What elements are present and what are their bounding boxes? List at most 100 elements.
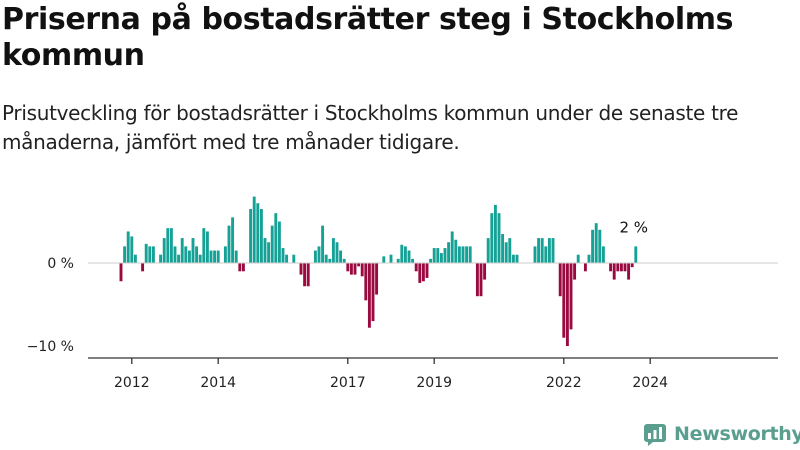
bar xyxy=(583,263,587,272)
bar xyxy=(411,258,415,263)
bar xyxy=(515,254,519,263)
bar xyxy=(141,263,145,272)
bar xyxy=(382,256,386,263)
bar xyxy=(241,263,245,272)
bar xyxy=(418,263,422,283)
bar xyxy=(342,258,346,263)
bar xyxy=(616,263,620,272)
bars-group xyxy=(119,196,638,346)
bar xyxy=(475,263,479,297)
bar xyxy=(144,243,148,263)
bar xyxy=(421,263,425,282)
bar xyxy=(562,263,566,338)
bar xyxy=(432,248,436,263)
bar xyxy=(123,246,127,263)
bar xyxy=(277,221,281,263)
logo-text: Newsworthy xyxy=(674,423,800,445)
bar xyxy=(184,246,188,263)
bar xyxy=(465,246,469,263)
bar xyxy=(544,246,548,263)
chart-subtitle: Prisutveckling för bostadsrätter i Stock… xyxy=(2,101,739,154)
bar xyxy=(501,233,505,263)
bar xyxy=(198,254,202,263)
bar xyxy=(454,239,458,263)
bar xyxy=(133,254,137,263)
bar xyxy=(547,238,551,263)
bar xyxy=(587,254,591,263)
bar xyxy=(195,246,199,263)
bar xyxy=(263,238,267,263)
bar xyxy=(443,248,447,263)
bar xyxy=(234,250,238,263)
bar xyxy=(609,263,613,272)
bar xyxy=(591,229,595,263)
newsworthy-logo: Newsworthy xyxy=(644,419,800,449)
bar xyxy=(497,213,501,263)
bar xyxy=(425,263,429,278)
bar xyxy=(353,263,357,275)
bar xyxy=(400,244,404,263)
bar xyxy=(267,242,271,263)
bar xyxy=(407,250,411,263)
bar xyxy=(321,225,325,263)
bar xyxy=(180,238,184,263)
bar xyxy=(324,254,328,263)
bar xyxy=(346,263,350,272)
bar xyxy=(213,250,217,263)
bar xyxy=(270,225,274,263)
bar xyxy=(540,238,544,263)
bar xyxy=(486,238,490,263)
bar xyxy=(151,246,155,263)
bar xyxy=(461,246,465,263)
x-tick-label: 2017 xyxy=(330,375,366,391)
bar xyxy=(335,242,339,263)
bar xyxy=(598,229,602,263)
bar xyxy=(252,196,256,263)
bar xyxy=(414,263,418,272)
bar xyxy=(173,246,177,263)
bar xyxy=(634,246,638,263)
bar xyxy=(317,246,321,263)
bar xyxy=(223,246,227,263)
bar xyxy=(231,217,235,263)
bar xyxy=(479,263,483,297)
bar xyxy=(299,263,303,275)
bar xyxy=(119,263,123,282)
bar xyxy=(349,263,353,275)
bar xyxy=(130,236,134,263)
bar xyxy=(126,231,130,263)
bar xyxy=(187,250,191,263)
bar xyxy=(483,263,487,280)
bar xyxy=(594,223,598,263)
bar xyxy=(504,242,508,263)
bar xyxy=(630,263,634,268)
bar xyxy=(216,250,220,263)
bar xyxy=(468,246,472,263)
bar xyxy=(612,263,616,280)
bar xyxy=(162,238,166,263)
bar xyxy=(364,263,368,301)
bar xyxy=(205,231,209,263)
x-tick-label: 2019 xyxy=(416,375,452,391)
bar xyxy=(367,263,371,328)
bar xyxy=(565,263,569,346)
bar xyxy=(601,246,605,263)
bar xyxy=(177,254,181,263)
bar xyxy=(169,228,173,263)
bar xyxy=(148,246,152,263)
bar xyxy=(457,246,461,263)
bar xyxy=(331,238,335,263)
bar xyxy=(238,263,242,272)
bar xyxy=(285,254,289,263)
bar xyxy=(357,263,361,267)
y-tick-label: −10 % xyxy=(27,339,74,355)
bar xyxy=(439,253,443,263)
x-tick-label: 2014 xyxy=(200,375,236,391)
bar xyxy=(191,238,195,263)
bar xyxy=(623,263,627,272)
bar xyxy=(396,258,400,263)
bar xyxy=(360,263,364,277)
y-axis-ticks: 0 % −10 % xyxy=(27,256,74,355)
bar xyxy=(447,242,451,263)
